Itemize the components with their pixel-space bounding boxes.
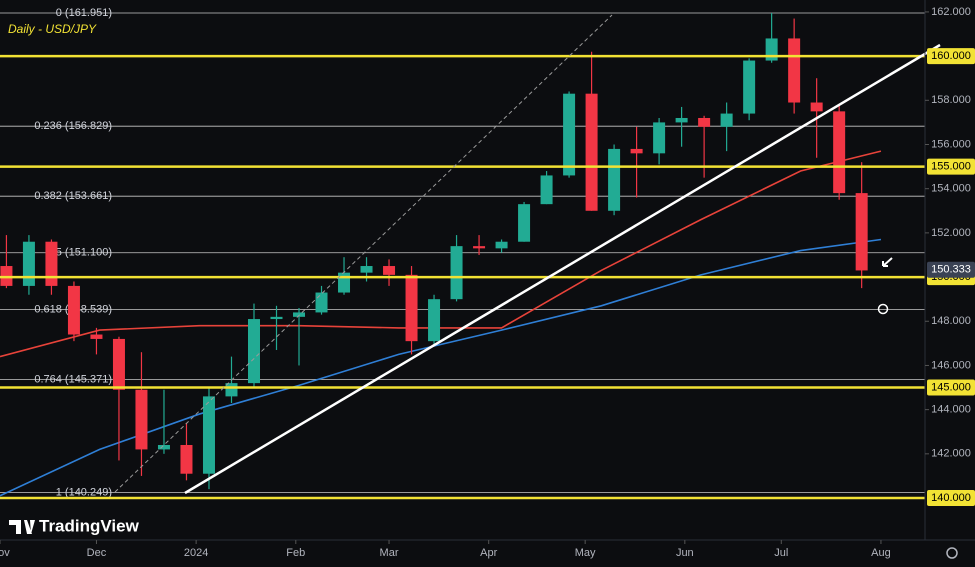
level-chip bbox=[927, 158, 975, 175]
plot: 0 (161.951) 0.236 (156.829) 0.382 (153.661… bbox=[0, 7, 925, 500]
candle-body bbox=[247, 319, 260, 384]
candle-body bbox=[45, 241, 58, 286]
candle-body bbox=[518, 204, 531, 242]
moving-average bbox=[0, 150, 882, 358]
x-tick-label: Mar bbox=[380, 547, 399, 559]
y-tick-label: 146.000 bbox=[931, 359, 971, 371]
level-chip bbox=[927, 379, 975, 396]
y-tick-label: 144.000 bbox=[931, 404, 971, 416]
x-tick-label: Apr bbox=[480, 547, 497, 559]
candle-body bbox=[405, 274, 418, 342]
candle-body bbox=[338, 272, 351, 293]
candle-body bbox=[157, 444, 170, 450]
trend-line bbox=[184, 43, 941, 495]
logo-icon bbox=[9, 520, 35, 534]
candle-body bbox=[585, 93, 598, 211]
candle-body bbox=[630, 148, 643, 154]
candle-body bbox=[675, 117, 688, 123]
x-tick-label: Dec bbox=[87, 547, 107, 559]
candle-body bbox=[22, 241, 35, 286]
candle-body bbox=[90, 334, 103, 339]
fib-label: 0.382 (153.661) bbox=[34, 190, 112, 202]
candle-body bbox=[563, 93, 576, 176]
y-tick-label: 162.000 bbox=[931, 6, 971, 18]
chart-title: Daily - USD/JPY bbox=[8, 22, 97, 36]
candle-body bbox=[225, 383, 238, 397]
candle-body bbox=[315, 292, 328, 313]
candle-body bbox=[495, 241, 508, 249]
candle-body bbox=[788, 38, 801, 103]
candle-body bbox=[743, 60, 756, 114]
candle-body bbox=[833, 111, 846, 194]
fib-label: 0.236 (156.829) bbox=[34, 120, 112, 132]
y-tick-label: 158.000 bbox=[931, 94, 971, 106]
fib-label: 0.764 (145.371) bbox=[34, 373, 112, 385]
moving-average bbox=[0, 238, 882, 497]
fib-label: 0.5 (151.100) bbox=[47, 247, 112, 259]
candle-body bbox=[450, 246, 463, 300]
y-tick-label: 152.000 bbox=[931, 227, 971, 239]
last-price-label: 150.333 bbox=[931, 264, 971, 276]
logo: TradingView bbox=[9, 516, 140, 535]
x-tick-label: May bbox=[575, 547, 596, 559]
y-tick-label: 142.000 bbox=[931, 448, 971, 460]
channel-line bbox=[114, 14, 613, 493]
y-tick-label: 148.000 bbox=[931, 315, 971, 327]
x-tick-label: Nov bbox=[0, 547, 10, 559]
x-tick-label: Jun bbox=[676, 547, 694, 559]
candle-body bbox=[720, 113, 733, 127]
settings-icon[interactable] bbox=[946, 547, 958, 559]
last-price-chip bbox=[927, 261, 975, 278]
level-chip bbox=[927, 490, 975, 507]
candle-body bbox=[855, 193, 868, 271]
fib-label: 0 (161.951) bbox=[56, 7, 112, 19]
candle-body bbox=[360, 266, 373, 273]
candle-body bbox=[473, 246, 486, 249]
y-tick-label: 154.000 bbox=[931, 183, 971, 195]
candle-body bbox=[270, 316, 283, 320]
level-label: 160.000 bbox=[931, 50, 971, 62]
fib-label: 1 (140.249) bbox=[56, 486, 112, 498]
level-label: 140.000 bbox=[931, 492, 971, 504]
x-tick-label: Feb bbox=[286, 547, 305, 559]
brand: TradingView bbox=[39, 516, 140, 535]
candle-body bbox=[810, 102, 823, 112]
arrow-icon bbox=[882, 257, 893, 267]
candle-body bbox=[540, 175, 553, 205]
y-tick-label: 156.000 bbox=[931, 138, 971, 150]
x-tick-label: Jul bbox=[774, 547, 788, 559]
candle-body bbox=[383, 266, 396, 275]
candle-body bbox=[428, 299, 441, 342]
candle-body bbox=[180, 444, 193, 474]
candle-body bbox=[135, 389, 148, 450]
candle-body bbox=[67, 285, 80, 335]
candle-body bbox=[698, 117, 711, 127]
candle-body bbox=[112, 338, 125, 390]
x-tick-label: Aug bbox=[871, 547, 891, 559]
candle-body bbox=[293, 312, 306, 317]
candle-body bbox=[653, 122, 666, 154]
x-tick-label: 2024 bbox=[184, 547, 208, 559]
level-label: 155.000 bbox=[931, 161, 971, 173]
level-label: 145.000 bbox=[931, 381, 971, 393]
marker-circle bbox=[877, 303, 889, 315]
candle-body bbox=[608, 148, 621, 211]
level-chip bbox=[927, 48, 975, 65]
candle-body bbox=[202, 396, 215, 474]
